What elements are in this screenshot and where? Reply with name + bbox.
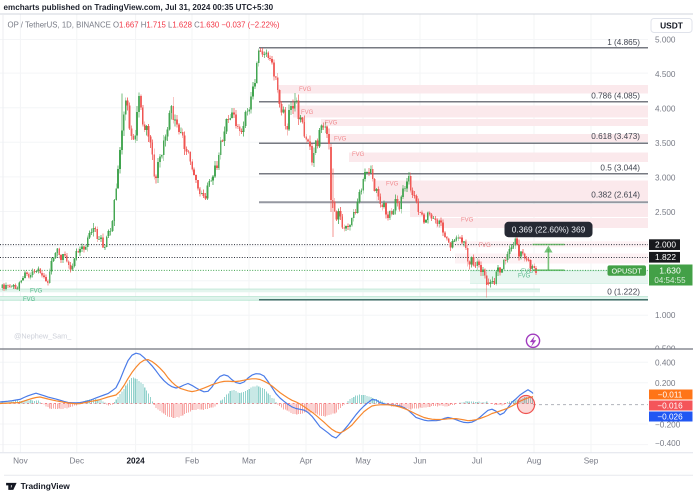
svg-text:4.500: 4.500 [655,70,676,79]
svg-text:May: May [355,457,371,466]
svg-text:FVG: FVG [299,87,312,93]
svg-text:FVG: FVG [23,297,36,303]
svg-text:1.822: 1.822 [655,252,676,262]
svg-text:1.630: 1.630 [659,265,681,275]
svg-text:0.500: 0.500 [655,345,676,354]
svg-text:TradingView: TradingView [21,481,71,491]
svg-text:2.000: 2.000 [655,240,676,250]
svg-text:Mar: Mar [242,457,256,466]
svg-text:FVG: FVG [352,152,365,158]
svg-text:0.369 (22.60%) 369: 0.369 (22.60%) 369 [512,225,586,235]
svg-text:Jul: Jul [472,457,483,466]
svg-text:0.786 (4.085): 0.786 (4.085) [591,92,640,101]
svg-text:Apr: Apr [300,457,313,466]
svg-text:3.500: 3.500 [655,139,676,148]
svg-text:@Nephew_Sam_: @Nephew_Sam_ [14,332,72,341]
svg-text:Sep: Sep [584,457,599,466]
svg-text:FVG: FVG [334,136,347,142]
svg-text:0.400: 0.400 [655,359,676,368]
svg-text:1.000: 1.000 [655,311,676,320]
svg-text:OPUSDT: OPUSDT [611,266,642,275]
svg-text:emcharts published on TradingV: emcharts published on TradingView.com, J… [4,3,274,12]
svg-text:USDT: USDT [660,21,684,31]
svg-text:Aug: Aug [527,457,542,466]
svg-text:OP / TetherUS, 1D, BINANCE O1.: OP / TetherUS, 1D, BINANCE O1.667 H1.715… [8,21,280,30]
svg-text:FVG: FVG [461,218,474,224]
svg-text:FVG: FVG [30,289,43,295]
svg-text:−0.200: −0.200 [655,420,681,429]
svg-text:Jun: Jun [413,457,427,466]
svg-text:FVG: FVG [386,182,399,188]
svg-text:−0.400: −0.400 [655,439,681,448]
svg-text:4.000: 4.000 [655,105,676,114]
svg-text:3.000: 3.000 [655,174,676,183]
svg-text:−0.026: −0.026 [657,412,683,421]
svg-text:FVG: FVG [301,110,314,116]
svg-text:FVG: FVG [325,120,338,126]
svg-text:04:54:55: 04:54:55 [654,276,686,285]
svg-text:1 (4.865): 1 (4.865) [607,38,640,47]
svg-text:0.200: 0.200 [655,379,676,388]
svg-text:−0.016: −0.016 [657,401,683,410]
svg-text:Nov: Nov [13,457,28,466]
svg-text:FVG: FVG [521,269,534,275]
svg-text:2024: 2024 [126,457,145,466]
svg-text:0 (1.222): 0 (1.222) [607,288,640,297]
svg-text:2.500: 2.500 [655,208,676,217]
svg-text:−0.011: −0.011 [658,390,683,399]
svg-text:0.618 (3.473): 0.618 (3.473) [591,132,640,141]
svg-text:0.5 (3.044): 0.5 (3.044) [600,164,640,173]
svg-text:5.000: 5.000 [655,36,676,45]
svg-text:FVG: FVG [479,243,492,249]
svg-text:FVG: FVG [518,274,531,280]
svg-text:Feb: Feb [185,457,200,466]
svg-text:Dec: Dec [70,457,85,466]
svg-text:0.382 (2.614): 0.382 (2.614) [591,191,640,200]
